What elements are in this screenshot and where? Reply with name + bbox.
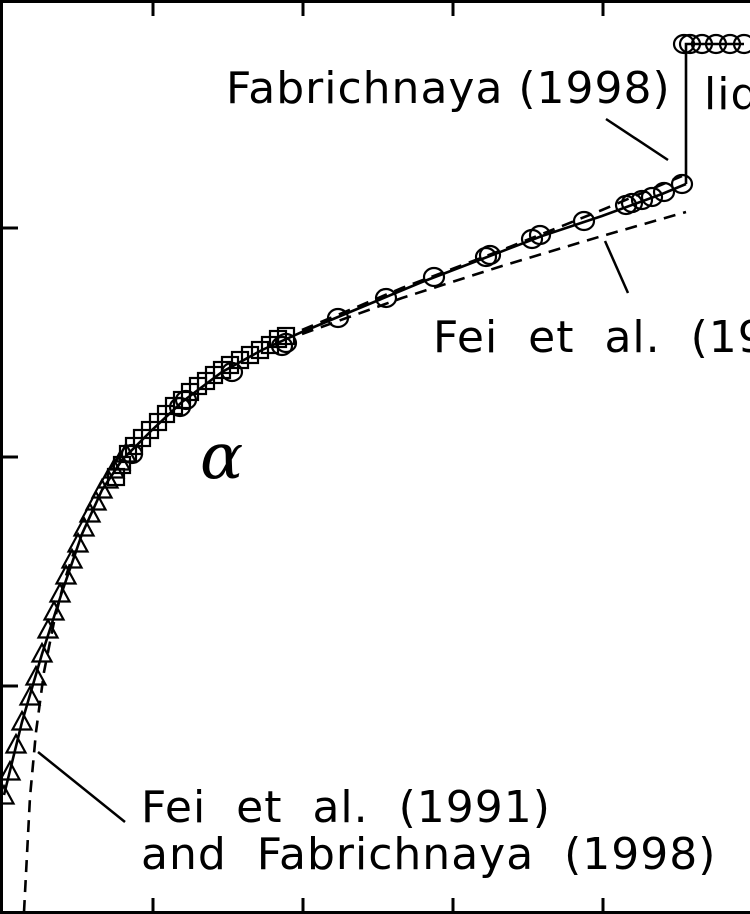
annotation-liquid: liq [704, 69, 750, 120]
circle-marker [478, 244, 502, 266]
circle-marker [274, 332, 298, 354]
circle-marker [704, 33, 728, 55]
tick-marks [0, 0, 605, 914]
triangle-marker [84, 489, 108, 511]
square-marker [240, 345, 260, 365]
triangle-marker [36, 617, 60, 639]
triangle-marker [48, 581, 72, 603]
leader-fabrichnaya [605, 117, 669, 162]
circle-marker [718, 33, 742, 55]
circle-marker [168, 396, 192, 418]
triangle-marker [96, 467, 120, 489]
annotation-fabrichnaya-top: Fabrichnaya (1998) [226, 63, 671, 114]
circle-marker [630, 189, 654, 211]
leader-fei-bottom [37, 751, 126, 823]
circle-marker [374, 287, 398, 309]
annotation-fei-bottom-line1: Fei et al. (1991) [141, 782, 551, 833]
triangle-marker [24, 664, 48, 686]
triangle-marker [90, 477, 114, 499]
square-marker [106, 467, 126, 487]
leader-lines [37, 117, 669, 823]
triangle-marker [60, 547, 84, 569]
triangle-marker [72, 515, 96, 537]
circle-marker [120, 443, 144, 465]
fei-dashed-curve [301, 210, 687, 336]
circle-marker [620, 192, 644, 214]
liquid-transition-line [684, 42, 744, 184]
circle-marker [670, 173, 694, 195]
annotation-fei-bottom-line2: and Fabrichnaya (1998) [141, 829, 716, 880]
circle-marker [474, 246, 498, 268]
triangle-marker [66, 531, 90, 553]
triangle-marker [18, 684, 42, 706]
markers-layer [0, 33, 750, 805]
triangle-marker [4, 732, 28, 754]
leader-fei-mid [603, 240, 630, 294]
annotation-fei-mid: Fei et al. (19 [433, 312, 750, 363]
triangle-marker [10, 709, 34, 731]
low-temperature-dashed-curve [22, 551, 76, 913]
triangle-marker [42, 599, 66, 621]
triangle-marker [30, 641, 54, 663]
circle-marker [220, 361, 244, 383]
square-marker [250, 340, 270, 360]
circle-marker [572, 210, 596, 232]
circle-marker [732, 33, 750, 55]
circle-marker [652, 181, 676, 203]
triangle-marker [0, 783, 16, 805]
triangle-marker [54, 563, 78, 585]
circle-marker [422, 266, 446, 288]
circle-marker [672, 33, 696, 55]
phase-label-alpha: α [200, 420, 243, 494]
triangle-marker [78, 501, 102, 523]
circle-marker [640, 186, 664, 208]
triangle-marker [0, 759, 22, 781]
circle-marker [528, 224, 552, 246]
fabrichnaya-dashed-curve [301, 174, 683, 332]
circle-marker [690, 33, 714, 55]
circle-marker [326, 307, 350, 329]
circle-marker [678, 33, 702, 55]
circle-marker [174, 389, 198, 411]
circle-marker [270, 335, 294, 357]
